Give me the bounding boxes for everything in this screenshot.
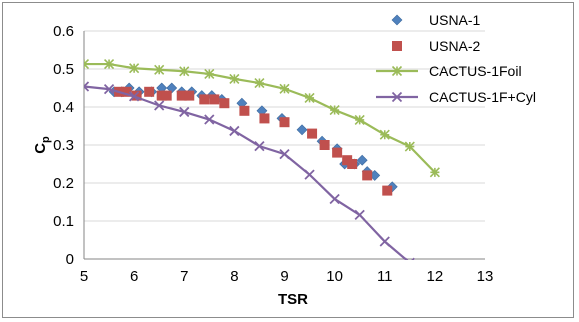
- legend-item: USNA-2: [392, 38, 481, 54]
- data-point: [121, 86, 132, 97]
- data-point: [166, 82, 178, 94]
- data-point: [304, 169, 315, 180]
- x-tick-label: 13: [477, 268, 494, 285]
- series-2: [84, 58, 440, 178]
- y-tick-label: 0.1: [53, 213, 74, 230]
- x-tick-label: 8: [230, 268, 238, 285]
- data-point: [199, 94, 210, 105]
- data-point: [356, 154, 368, 166]
- data-point: [319, 140, 330, 150]
- data-point: [131, 90, 142, 101]
- legend-item: CACTUS-1Foil: [376, 63, 522, 79]
- legend-item: USNA-1: [391, 12, 481, 28]
- legend-swatch-marker: [391, 65, 403, 77]
- data-point: [329, 104, 340, 116]
- y-tick-label: 0.3: [53, 137, 74, 154]
- legend-swatch-marker: [392, 41, 402, 51]
- legend-swatch-marker: [391, 91, 403, 103]
- x-tick-label: 9: [280, 268, 288, 285]
- data-point: [354, 114, 365, 125]
- series-3: [84, 81, 415, 260]
- data-point: [404, 141, 415, 152]
- data-point: [259, 113, 270, 124]
- legend: USNA-1 USNA-2 CACTUS-1Foil CACTUS-1F+Cyl: [376, 12, 536, 105]
- x-tick-label: 11: [377, 268, 393, 285]
- legend-label: CACTUS-1F+Cyl: [429, 89, 536, 105]
- x-tick-label: 6: [130, 268, 138, 285]
- legend-label: USNA-1: [429, 12, 481, 28]
- x-axis-title: TSR: [278, 291, 308, 308]
- data-point: [279, 148, 290, 160]
- y-tick-label: 0: [66, 251, 74, 268]
- y-axis-title-main: C: [32, 143, 49, 154]
- x-tick-label: 7: [180, 268, 188, 285]
- series-0: [108, 82, 398, 193]
- data-point: [382, 185, 393, 196]
- data-point: [154, 100, 165, 111]
- data-point: [304, 92, 315, 103]
- data-point: [332, 147, 343, 158]
- data-point: [307, 128, 318, 139]
- data-point: [379, 236, 390, 247]
- y-tick-label: 0.5: [53, 61, 74, 78]
- series-layer: [84, 58, 440, 260]
- data-point: [354, 209, 365, 221]
- data-point: [179, 66, 190, 77]
- data-point: [239, 105, 250, 116]
- svg-text:Cp: Cp: [32, 136, 52, 154]
- data-point: [296, 124, 308, 136]
- data-point: [84, 58, 90, 70]
- y-axis-title-sub: p: [40, 136, 52, 143]
- x-tick-labels: 5 6 7 8 9 10 11 12 13: [80, 268, 494, 285]
- data-point: [254, 77, 265, 89]
- data-point: [362, 170, 373, 181]
- data-point: [229, 125, 240, 137]
- legend-label: USNA-2: [429, 38, 481, 54]
- chart-frame: [2, 2, 574, 318]
- legend-item: CACTUS-1F+Cyl: [376, 89, 536, 105]
- data-point: [219, 98, 230, 109]
- data-point: [229, 73, 240, 84]
- y-tick-label: 0.6: [53, 23, 74, 40]
- y-tick-label: 0.4: [53, 99, 74, 116]
- data-point: [204, 68, 215, 80]
- x-tick-label: 5: [80, 268, 88, 285]
- data-point: [128, 91, 140, 102]
- data-point: [176, 90, 187, 101]
- x-tick-label: 10: [326, 268, 343, 285]
- data-point: [209, 94, 220, 105]
- data-point: [144, 86, 155, 97]
- data-point: [154, 64, 165, 75]
- data-point: [129, 63, 140, 74]
- data-point: [156, 90, 167, 101]
- data-point: [103, 58, 115, 70]
- data-point: [254, 141, 265, 152]
- legend-swatch-marker: [391, 14, 403, 26]
- series-line: [84, 85, 409, 260]
- y-axis-title: Cp: [32, 136, 52, 154]
- data-point: [329, 193, 340, 205]
- data-point: [279, 117, 290, 128]
- data-point: [103, 84, 115, 95]
- data-point: [84, 81, 90, 92]
- data-point: [404, 257, 415, 260]
- legend-label: CACTUS-1Foil: [429, 63, 522, 79]
- data-point: [342, 155, 353, 166]
- y-tick-label: 0.2: [53, 175, 74, 192]
- data-point: [379, 129, 390, 140]
- data-point: [279, 83, 290, 94]
- data-point: [179, 106, 190, 118]
- x-tick-label: 12: [427, 268, 444, 285]
- data-point: [429, 167, 440, 178]
- y-tick-labels: 0 0.1 0.2 0.3 0.4 0.5 0.6: [53, 23, 74, 268]
- data-point: [161, 90, 172, 101]
- data-point: [347, 159, 358, 169]
- data-point: [204, 114, 215, 125]
- data-point: [184, 90, 195, 101]
